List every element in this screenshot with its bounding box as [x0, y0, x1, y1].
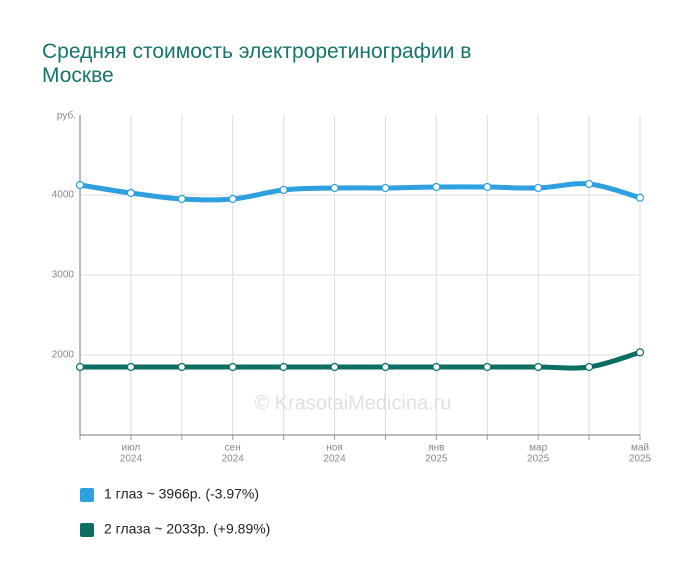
point: [228, 194, 237, 204]
point: [483, 182, 492, 192]
point: [584, 362, 594, 372]
point: [635, 193, 645, 202]
point: [534, 183, 543, 193]
point: [534, 362, 543, 372]
point: [228, 362, 237, 372]
x-tick-label: 2025: [629, 454, 652, 465]
point: [177, 362, 186, 372]
series-line: [77, 181, 643, 203]
x-tick-label: 2024: [323, 454, 346, 465]
point: [432, 362, 441, 372]
point: [126, 188, 136, 198]
y-tick-label: 2000: [52, 350, 75, 361]
title-line: Средняя стоимость электроретинографии в: [42, 40, 471, 63]
point: [177, 194, 186, 204]
x-tick-label: 2025: [527, 454, 550, 465]
point: [279, 362, 288, 372]
x-tick-label: ноя: [326, 443, 343, 454]
x-tick-label: янв: [428, 443, 444, 454]
point: [381, 183, 390, 193]
point: [279, 185, 288, 195]
series-line: [77, 349, 643, 371]
y-unit: руб.: [57, 110, 76, 122]
legend-swatch: [80, 523, 94, 537]
legend-label: 1 глаз ~ 3966р. (-3.97%): [104, 486, 259, 502]
x-tick-label: 2025: [425, 454, 448, 465]
y-tick-label: 3000: [52, 270, 75, 281]
x-tick-label: сен: [225, 443, 241, 454]
point: [75, 180, 85, 190]
x-tick-label: июл: [122, 443, 141, 454]
title-line: Москве: [42, 64, 114, 87]
point: [381, 362, 390, 372]
x-tick-label: 2024: [120, 454, 143, 465]
point: [330, 362, 339, 372]
point: [75, 362, 85, 372]
y-tick-label: 4000: [52, 190, 75, 201]
watermark: © KrasotaiMedicina.ru: [254, 392, 451, 414]
point: [126, 362, 136, 372]
x-tick-label: май: [631, 443, 649, 454]
x-tick-label: 2024: [222, 454, 245, 465]
legend-label: 2 глаза ~ 2033р. (+9.89%): [104, 521, 270, 537]
point: [483, 362, 492, 372]
point: [432, 182, 441, 192]
x-tick-label: мар: [529, 443, 547, 454]
point: [330, 183, 339, 193]
point: [584, 179, 594, 189]
legend-swatch: [80, 488, 94, 502]
point: [635, 348, 645, 357]
